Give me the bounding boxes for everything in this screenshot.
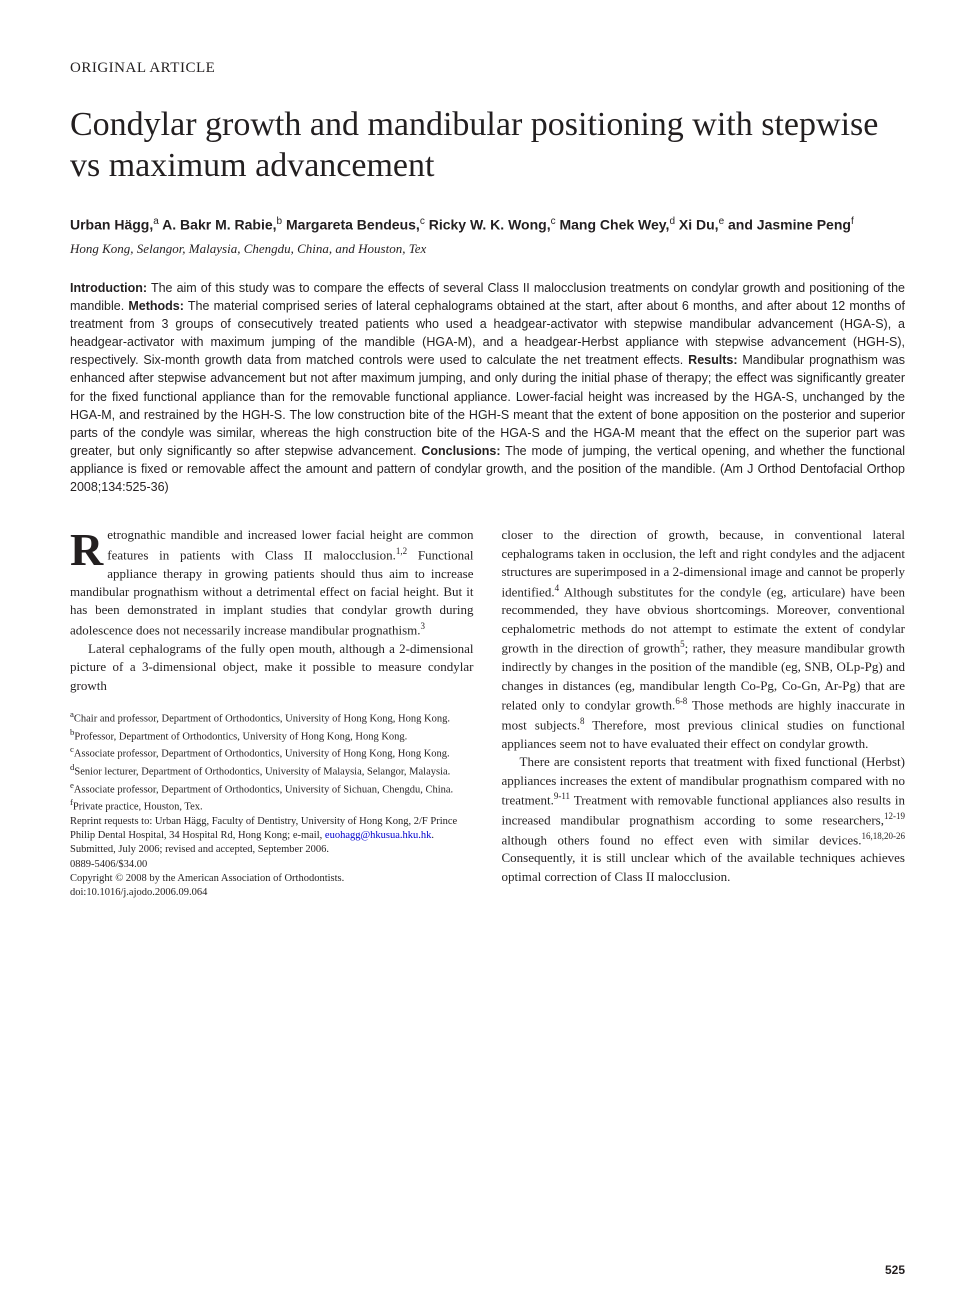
- footnote-affil: cAssociate professor, Department of Orth…: [70, 744, 474, 762]
- body-paragraph: There are consistent reports that treatm…: [502, 753, 906, 886]
- abstract-results-text: Mandibular prognathism was enhanced afte…: [70, 353, 905, 458]
- author-list: Urban Hägg,a A. Bakr M. Rabie,b Margaret…: [70, 215, 905, 235]
- abstract-results-label: Results:: [688, 353, 737, 367]
- citation-ref: 16,18,20-26: [862, 831, 906, 841]
- article-title: Condylar growth and mandibular positioni…: [70, 105, 905, 187]
- footnote-affil: dSenior lecturer, Department of Orthodon…: [70, 762, 474, 780]
- body-columns: Retrognathic mandible and increased lowe…: [70, 526, 905, 900]
- footnote-copyright: Copyright © 2008 by the American Associa…: [70, 872, 474, 886]
- body-text: although others found no effect even wit…: [502, 832, 862, 847]
- body-text: Consequently, it is still unclear which …: [502, 850, 906, 883]
- footnote-reprint: Reprint requests to: Urban Hägg, Faculty…: [70, 815, 474, 843]
- abstract-intro-label: Introduction:: [70, 281, 147, 295]
- abstract-methods-label: Methods:: [128, 299, 184, 313]
- body-paragraph: closer to the direction of growth, becau…: [502, 526, 906, 753]
- footnotes-block: aChair and professor, Department of Orth…: [70, 709, 474, 900]
- footnote-issn: 0889-5406/$34.00: [70, 858, 474, 872]
- citation-ref: 12-19: [884, 811, 905, 821]
- affiliation-locations: Hong Kong, Selangor, Malaysia, Chengdu, …: [70, 241, 905, 257]
- footnote-affil: aChair and professor, Department of Orth…: [70, 709, 474, 727]
- abstract-conclusions-label: Conclusions:: [421, 444, 500, 458]
- citation-ref: 1,2: [396, 546, 407, 556]
- journal-page: ORIGINAL ARTICLE Condylar growth and man…: [0, 0, 975, 1305]
- abstract-block: Introduction: The aim of this study was …: [70, 279, 905, 497]
- drop-cap: R: [70, 526, 107, 569]
- footnote-affil: eAssociate professor, Department of Orth…: [70, 780, 474, 798]
- column-right: closer to the direction of growth, becau…: [502, 526, 906, 900]
- footnote-doi: doi:10.1016/j.ajodo.2006.09.064: [70, 886, 474, 900]
- page-number: 525: [885, 1263, 905, 1277]
- reprint-email-link[interactable]: euohagg@hkusua.hku.hk: [325, 830, 432, 841]
- column-left: Retrognathic mandible and increased lowe…: [70, 526, 474, 900]
- footnote-affil: bProfessor, Department of Orthodontics, …: [70, 727, 474, 745]
- footnote-affil: fPrivate practice, Houston, Tex.: [70, 797, 474, 815]
- article-type-label: ORIGINAL ARTICLE: [70, 60, 905, 77]
- citation-ref: 3: [421, 621, 426, 631]
- body-text: Lateral cephalograms of the fully open m…: [70, 641, 474, 693]
- citation-ref: 6-8: [675, 696, 687, 706]
- footnote-submitted: Submitted, July 2006; revised and accept…: [70, 843, 474, 857]
- body-paragraph: Retrognathic mandible and increased lowe…: [70, 526, 474, 639]
- citation-ref: 9-11: [554, 791, 570, 801]
- body-paragraph: Lateral cephalograms of the fully open m…: [70, 640, 474, 695]
